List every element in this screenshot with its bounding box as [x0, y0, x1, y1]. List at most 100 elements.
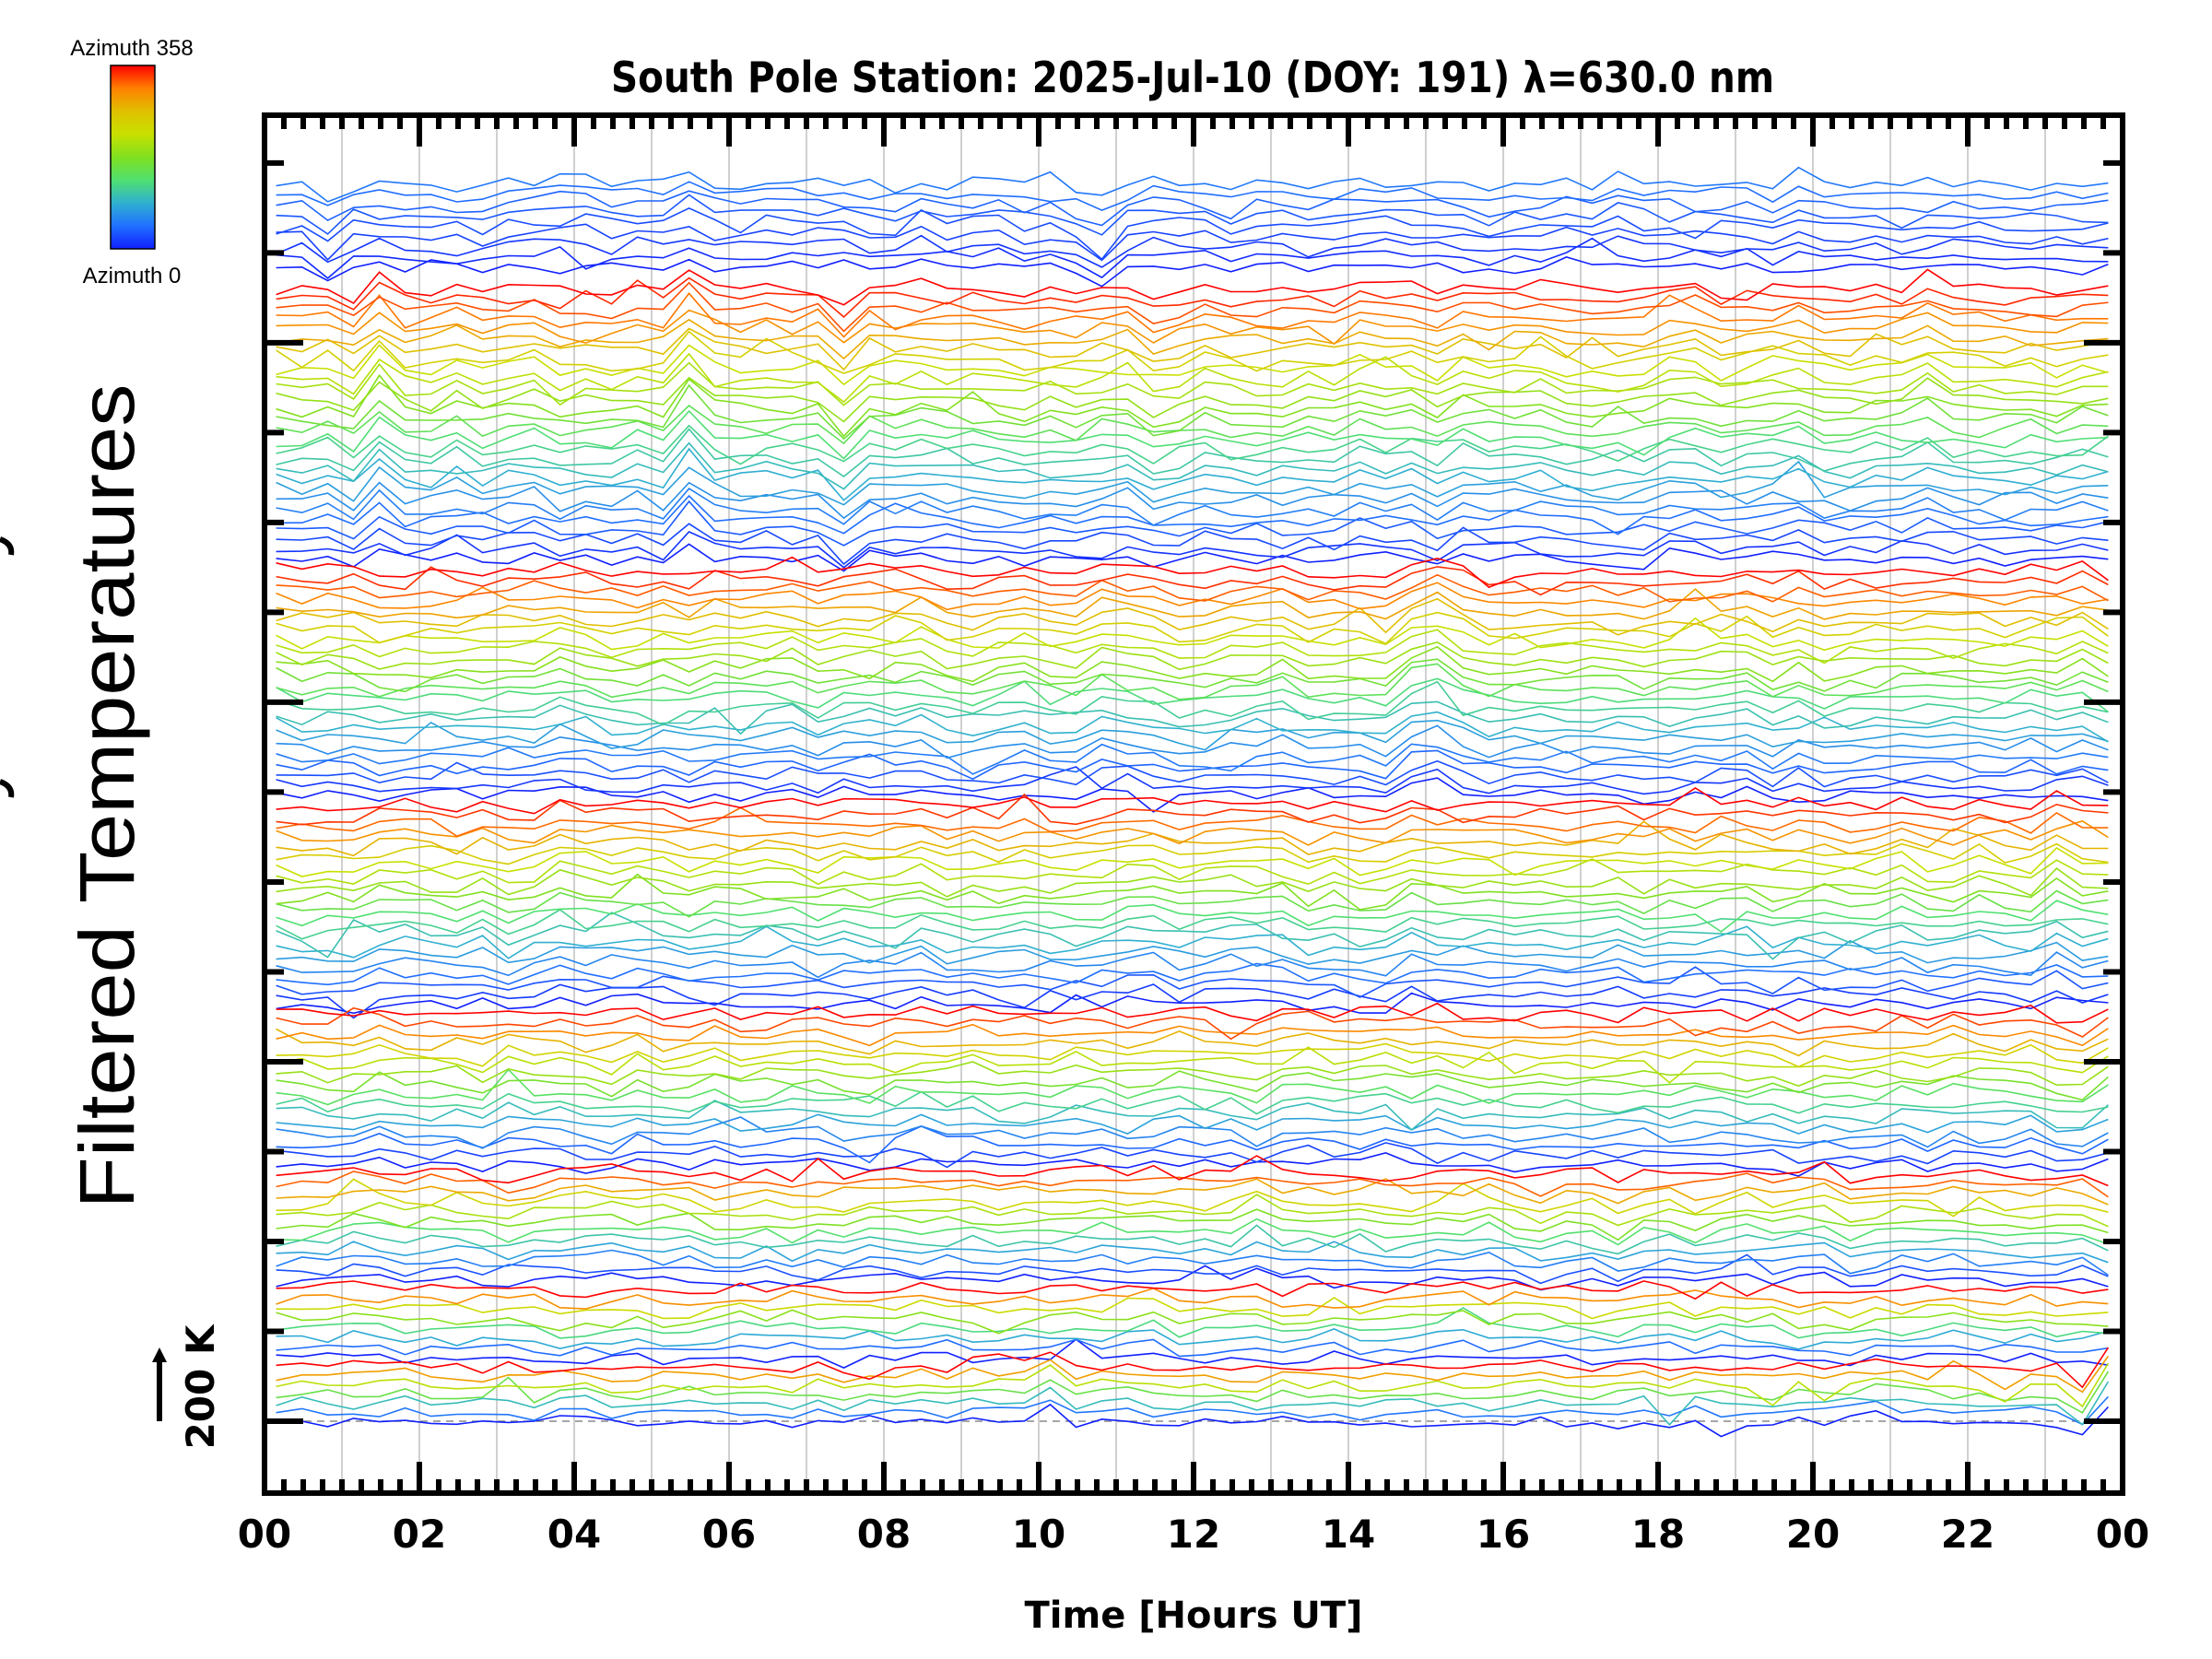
series-line-ring-4-az-263: [276, 1042, 2109, 1068]
series-line-ring-6-az-0: [276, 1338, 2109, 1369]
series-line-ring-5-az-358: [276, 1155, 2109, 1187]
x-tick-label: 04: [547, 1512, 601, 1557]
clipped-axis-label-fragment: [0, 536, 15, 798]
series-line-ring-3-az-107: [276, 925, 2109, 959]
series-line-ring-2-az-342: [276, 566, 2109, 596]
series-line-ring-2-az-109: [276, 711, 2109, 743]
series-line-ring-1-az-278: [276, 327, 2109, 371]
series-line-ring-2-az-327: [276, 573, 2109, 603]
series-line-ring-6-az-256: [276, 1297, 2109, 1320]
series-line-ring-0-az-38: [276, 194, 2109, 236]
series-line-ring-2-az-0: [276, 777, 2109, 813]
series-line-ring-2-az-16: [276, 766, 2109, 795]
series-line-ring-7-az-239: [276, 1362, 2110, 1408]
series-line-ring-1-az-186: [276, 383, 2109, 441]
series-line-ring-6-az-51: [276, 1338, 2109, 1358]
series-line-ring-3-az-143: [276, 909, 2109, 940]
series-line-ring-0-az-8: [276, 237, 2109, 279]
gridlines: [304, 115, 2113, 1493]
series-line-ring-2-az-62: [276, 743, 2109, 775]
series-line-ring-1-az-331: [276, 281, 2109, 333]
series-line-ring-1-az-93: [276, 460, 2109, 506]
x-tick-label: 20: [1786, 1512, 1840, 1557]
series-line-ring-7-az-0: [276, 1403, 2109, 1438]
y-axis-label: Filtered Temperatures: [64, 384, 150, 1209]
series-line-ring-4-az-334: [276, 1006, 2109, 1041]
series-line-ring-3-az-54: [276, 962, 2109, 986]
series-line-ring-2-az-31: [276, 759, 2109, 788]
series-line-ring-1-az-159: [276, 409, 2109, 460]
series-line-ring-2-az-265: [276, 611, 2109, 645]
series-line-ring-4-az-143: [276, 1090, 2109, 1115]
series-line-ring-1-az-292: [276, 318, 2109, 360]
series-line-ring-7-az-119: [276, 1381, 2110, 1426]
series-line-ring-1-az-133: [276, 428, 2109, 477]
series-line-ring-3-az-304: [276, 819, 2109, 846]
series-line-ring-2-az-93: [276, 719, 2109, 751]
x-tick-label: 02: [393, 1512, 446, 1557]
scale-bar-200k: 200 K: [152, 1324, 223, 1449]
scale-bar-arrowhead-icon: [152, 1347, 167, 1362]
series-line-ring-1-az-305: [276, 309, 2109, 346]
series-line-ring-5-az-33: [276, 1253, 2109, 1285]
series-line-ring-2-az-218: [276, 641, 2109, 671]
series-line-ring-5-az-98: [276, 1241, 2109, 1264]
series-line-ring-1-az-172: [276, 405, 2109, 445]
series-line-ring-6-az-205: [276, 1309, 2109, 1335]
series-line-ring-6-az-358: [276, 1280, 2109, 1300]
series-line-ring-1-az-199: [276, 373, 2109, 438]
series-line-ring-2-az-47: [276, 749, 2109, 781]
series-line-ring-3-az-251: [276, 846, 2109, 877]
x-axis-label: Time [Hours UT]: [1025, 1594, 1363, 1637]
series-line-ring-1-az-265: [276, 330, 2109, 374]
series-line-ring-5-az-65: [276, 1249, 2109, 1277]
x-tick-label: 22: [1941, 1512, 1994, 1557]
series-line-ring-3-az-286: [276, 820, 2109, 857]
series-line-ring-2-az-156: [276, 677, 2109, 713]
series-line-ring-4-az-119: [276, 1100, 2109, 1131]
series-line-ring-3-az-340: [276, 793, 2109, 826]
series-line-ring-3-az-269: [276, 842, 2109, 865]
series-line-ring-4-az-310: [276, 1023, 2109, 1047]
series-line-ring-3-az-358: [276, 786, 2109, 815]
series-line-ring-6-az-102: [276, 1328, 2109, 1350]
series-line-ring-0-az-23: [276, 223, 2109, 262]
series-line-ring-4-az-286: [276, 1028, 2109, 1057]
series-line-ring-1-az-212: [276, 376, 2109, 423]
series-line-ring-3-az-18: [276, 983, 2109, 1019]
colorbar-bottom-label: Azimuth 0: [83, 264, 182, 288]
series-line-ring-2-az-358: [276, 556, 2109, 589]
chart-title: South Pole Station: 2025-Jul-10 (DOY: 19…: [611, 53, 1774, 102]
series-line-ring-0-az-15: [276, 234, 2109, 268]
plot-axes: [262, 112, 2125, 1496]
series-line-ring-2-az-171: [276, 663, 2109, 700]
series-line-ring-3-az-36: [276, 966, 2109, 998]
series-line-ring-4-az-95: [276, 1113, 2109, 1135]
series-line-ring-5-az-293: [276, 1178, 2109, 1206]
series-line-ring-3-az-197: [276, 873, 2109, 911]
series-lines: [276, 166, 2110, 1438]
series-line-ring-7-az-179: [276, 1371, 2110, 1414]
series-line-ring-2-az-233: [276, 629, 2109, 665]
series-line-ring-1-az-345: [276, 276, 2109, 318]
series-line-ring-1-az-358: [276, 268, 2109, 306]
series-line-ring-3-az-0: [276, 992, 2109, 1015]
x-tick-label: 16: [1477, 1512, 1530, 1557]
series-line-ring-5-az-228: [276, 1194, 2109, 1228]
series-line-ring-0-az-53: [276, 181, 2109, 211]
series-line-ring-4-az-239: [276, 1046, 2109, 1084]
series-line-ring-5-az-260: [276, 1178, 2109, 1218]
series-line-ring-1-az-119: [276, 441, 2109, 490]
series-line-ring-4-az-72: [276, 1116, 2109, 1149]
series-line-ring-5-az-163: [276, 1218, 2109, 1246]
series-line-ring-3-az-215: [276, 867, 2109, 898]
x-tick-label: 10: [1012, 1512, 1065, 1557]
series-line-ring-1-az-40: [276, 500, 2109, 547]
series-line-ring-5-az-0: [276, 1265, 2109, 1291]
series-line-ring-1-az-146: [276, 424, 2109, 465]
series-line-ring-5-az-130: [276, 1224, 2109, 1255]
series-line-ring-0-az-30: [276, 207, 2109, 261]
series-line-ring-3-az-72: [276, 951, 2109, 979]
series-line-ring-1-az-0: [276, 543, 2109, 572]
